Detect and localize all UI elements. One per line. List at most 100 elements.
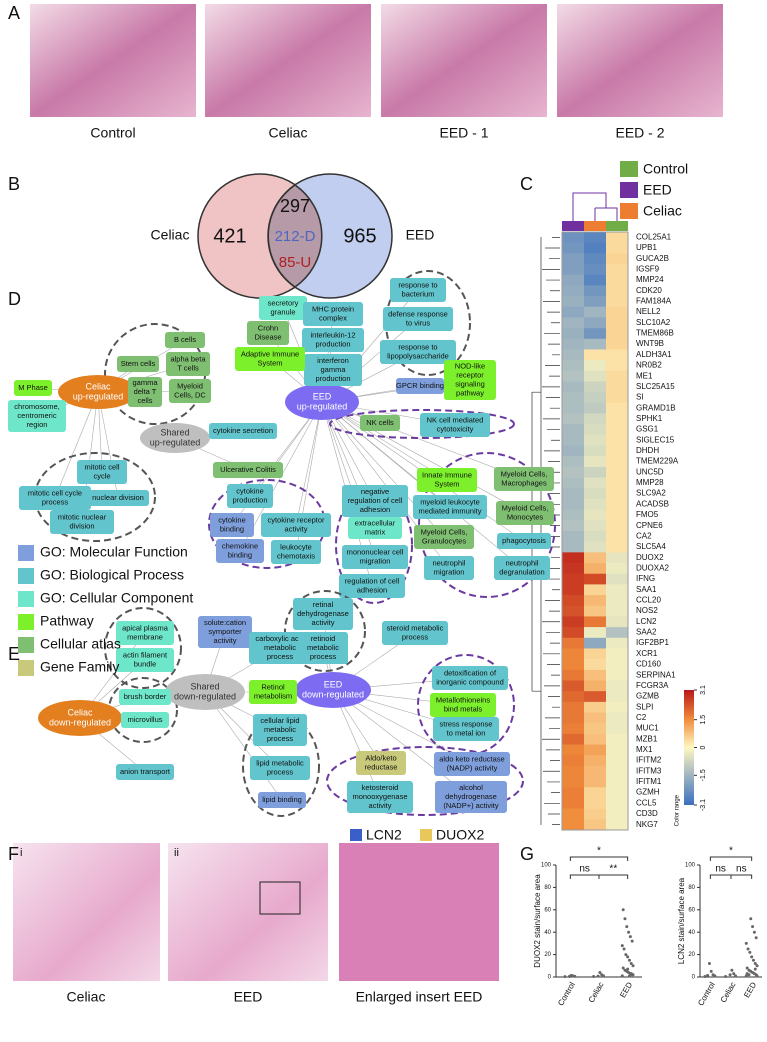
legend-swatch [18,637,34,653]
term-node [293,598,353,630]
term-node [497,533,551,549]
heatmap-cell [562,488,584,500]
legend-swatch [350,829,362,841]
cluster-outline [326,746,524,816]
gene-label: SLC9A2 [636,489,666,498]
data-point [749,917,753,921]
data-point [629,962,633,966]
legend-swatch [620,161,638,177]
data-point [600,973,604,977]
label: EED [234,989,263,1005]
significance-bracket [709,856,753,861]
sub-label: ii [174,847,179,859]
heatmap-cell [606,285,628,297]
term-label: bacterium [402,289,435,298]
heatmap-cell [562,349,584,361]
cluster-outline [104,607,182,689]
gene-label: IGSF9 [636,264,660,273]
term-label: Myeloid Cells, [501,469,548,478]
data-point [728,973,732,977]
data-point [750,955,754,959]
heatmap-cell [562,370,584,382]
heatmap-cell [584,531,606,542]
hub-node [165,674,245,710]
term-label: process [310,652,337,661]
term-label: signaling [455,379,485,388]
heatmap-cell [606,797,628,809]
term-node [339,574,405,598]
heatmap-cell [584,434,606,446]
column-dendrogram [572,192,618,221]
term-label: production [232,495,267,504]
term-node [253,714,307,746]
data-point [627,958,631,962]
heatmap-cell [606,712,628,724]
heatmap-cell [606,232,628,243]
gene-label: SPHK1 [636,414,663,423]
term-node [235,347,305,371]
venn-overlap [267,184,323,288]
term-node [216,539,264,563]
term-label: symporter [208,627,242,636]
term-label: carboxylic acid [255,634,304,643]
column-group-bar [562,221,584,231]
term-node [258,792,306,808]
legend-label: EED [643,182,672,198]
heatmap-cell [584,498,606,510]
term-label: binding [220,524,244,533]
term-label: Macrophages [501,478,547,487]
term-label: nuclear division [92,493,144,502]
term-label: stress response [440,719,493,728]
heatmap-cell [562,466,584,478]
term-node [342,545,408,569]
term-label: detoxification of [444,668,497,677]
data-point [623,917,627,921]
term-label: mitotic cell cycle [28,488,82,497]
term-node [249,680,297,704]
term-label: solute:cation [204,618,246,627]
heatmap-cell [606,627,628,639]
data-point [753,962,757,966]
heatmap-cell [606,381,628,393]
term-node [342,485,408,517]
heatmap-cell [562,338,584,350]
cluster-outline [34,452,156,542]
heatmap-border [561,231,629,831]
heatmap-cell [562,232,584,243]
heatmap-cell [584,285,606,297]
panel-letter: F [8,844,19,864]
x-tick-label: EED [742,980,758,999]
term-label: Myeloid [177,381,203,390]
heatmap-cell [606,424,628,436]
gene-label: ME1 [636,371,653,380]
edge [54,391,99,499]
term-node [348,517,402,539]
term-node [383,307,453,331]
gene-label: DUOX2 [636,553,664,562]
data-point [711,973,715,977]
heatmap-cell [606,595,628,607]
heatmap-cell [584,797,606,809]
term-node [298,632,348,664]
histology-image [381,4,547,117]
term-label: response to [398,280,437,289]
data-point [747,968,751,972]
heatmap-cell [584,232,606,243]
hub-label: down-regulated [174,691,236,701]
sub-label: i [20,847,22,859]
hub-label: down-regulated [49,717,111,727]
data-point [596,974,600,978]
gene-label: MMP28 [636,478,664,487]
term-label: cytokine [218,515,246,524]
heatmap-cell [562,680,584,692]
y-tick-label: 20 [544,952,551,958]
heatmap-cell [606,242,628,254]
term-node [259,296,307,320]
term-label: delta T [134,387,157,396]
term-label: Retinol [261,682,285,691]
heatmap-cell [562,413,584,425]
heatmap-cell [606,338,628,350]
data-point [629,972,633,976]
histology-image [557,4,723,117]
hub-label: up-regulated [73,391,124,401]
